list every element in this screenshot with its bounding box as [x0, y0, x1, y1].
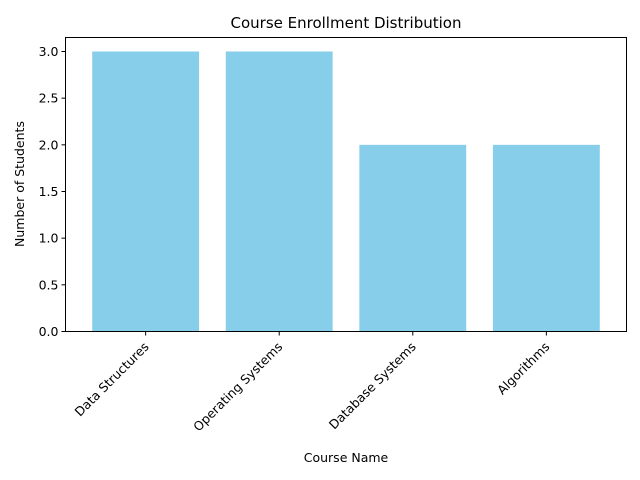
y-axis-ticks: 0.0 0.5 1.0 1.5 2.0 2.5 3.0 — [39, 44, 66, 339]
bars-group — [92, 51, 600, 332]
y-tick-label: 1.5 — [39, 184, 59, 199]
y-tick-label: 0.0 — [39, 324, 59, 339]
y-tick-label: 0.5 — [39, 277, 59, 292]
chart-title: Course Enrollment Distribution — [231, 14, 462, 32]
bar-operating-systems — [225, 51, 333, 332]
y-tick-label: 1.0 — [39, 231, 59, 246]
bar-algorithms — [492, 144, 600, 332]
x-tick-label: Algorithms — [494, 339, 553, 398]
y-tick-label: 2.5 — [39, 91, 59, 106]
y-axis-label: Number of Students — [12, 121, 27, 247]
bar-data-structures — [92, 51, 200, 332]
bar-database-systems — [359, 144, 467, 332]
plot-area-frame — [65, 37, 627, 332]
y-tick-label: 2.0 — [39, 137, 59, 152]
x-tick-label: Operating Systems — [190, 339, 285, 434]
x-tick-label: Data Structures — [72, 339, 152, 419]
x-axis-ticks: Data Structures Operating Systems Database… — [72, 331, 553, 434]
y-tick-label: 3.0 — [39, 44, 59, 59]
x-tick-label: Database Systems — [326, 339, 419, 432]
x-axis-label: Course Name — [304, 450, 389, 465]
